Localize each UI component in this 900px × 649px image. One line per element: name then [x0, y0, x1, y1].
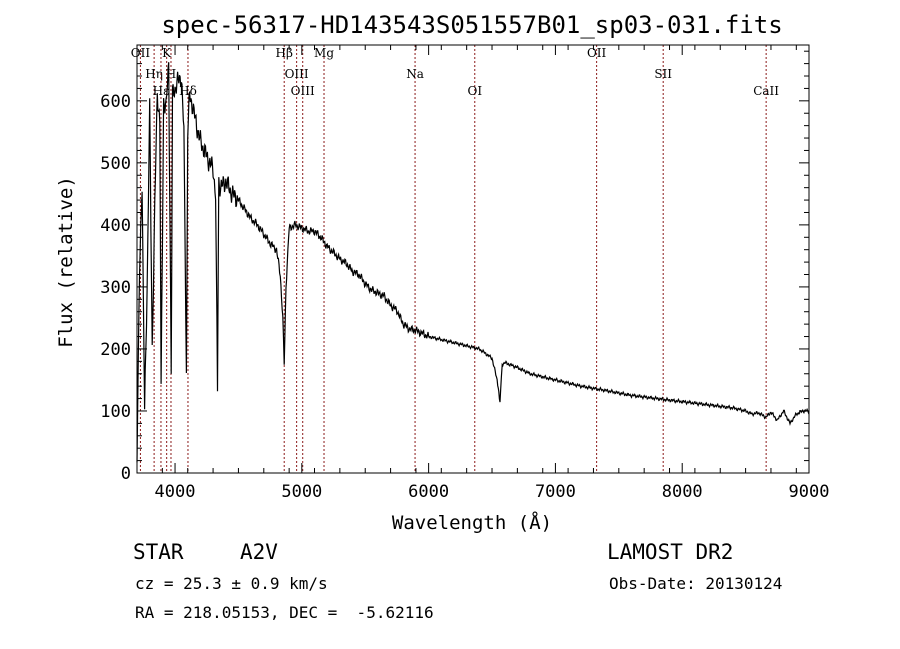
y-tick-label: 100	[100, 402, 131, 422]
plot-frame	[136, 44, 810, 474]
spectral-line-label: Hη	[145, 67, 163, 81]
y-tick-label: 400	[100, 216, 131, 236]
spectral-line-label: OII	[131, 46, 151, 60]
y-tick-label: 600	[100, 92, 131, 112]
x-tick-label: 9000	[789, 482, 830, 502]
y-tick-label: 500	[100, 154, 131, 174]
spectral-line-label: H	[166, 67, 176, 81]
object-class: STAR	[133, 540, 184, 564]
spectral-line-label: Na	[406, 67, 424, 81]
spectral-line-label: Hβ	[276, 46, 293, 60]
y-axis-label: Flux (relative)	[55, 176, 77, 348]
object-subclass: A2V	[240, 540, 278, 564]
x-tick-label: 8000	[662, 482, 703, 502]
ticks-layer: 4000 5000 6000 7000 8000 9000 0 100 200 300 400 500…	[100, 45, 829, 502]
spectral-line-label: K	[162, 46, 172, 60]
x-tick-label: 5000	[281, 482, 322, 502]
spectral-line-label: OIII	[291, 84, 315, 98]
spectral-line-label: Mg	[314, 46, 334, 60]
chart-title: spec-56317-HD143543S051557B01_sp03-031.f…	[161, 11, 782, 39]
spectral-line-label: OIII	[285, 67, 309, 81]
x-axis-label: Wavelength (Å)	[392, 511, 552, 534]
coordinates: RA = 218.05153, DEC = -5.62116	[135, 603, 434, 622]
spectral-line-label: SII	[654, 67, 672, 81]
y-tick-label: 200	[100, 340, 131, 360]
y-tick-label: 0	[121, 464, 131, 484]
survey-name: LAMOST DR2	[607, 540, 734, 564]
redshift-value: cz = 25.3 ± 0.9 km/s	[135, 574, 328, 593]
spectral-line-label: OI	[467, 84, 482, 98]
x-tick-label: 6000	[408, 482, 449, 502]
spectral-line-label: Hδ	[179, 84, 197, 98]
x-tick-label: 4000	[155, 482, 196, 502]
spectral-line-label: OII	[587, 46, 607, 60]
observation-date: Obs-Date: 20130124	[609, 574, 783, 593]
flux-series-line	[136, 62, 810, 463]
spectral-line-label: CaII	[753, 84, 779, 98]
x-tick-label: 7000	[535, 482, 576, 502]
y-tick-label: 300	[100, 278, 131, 298]
